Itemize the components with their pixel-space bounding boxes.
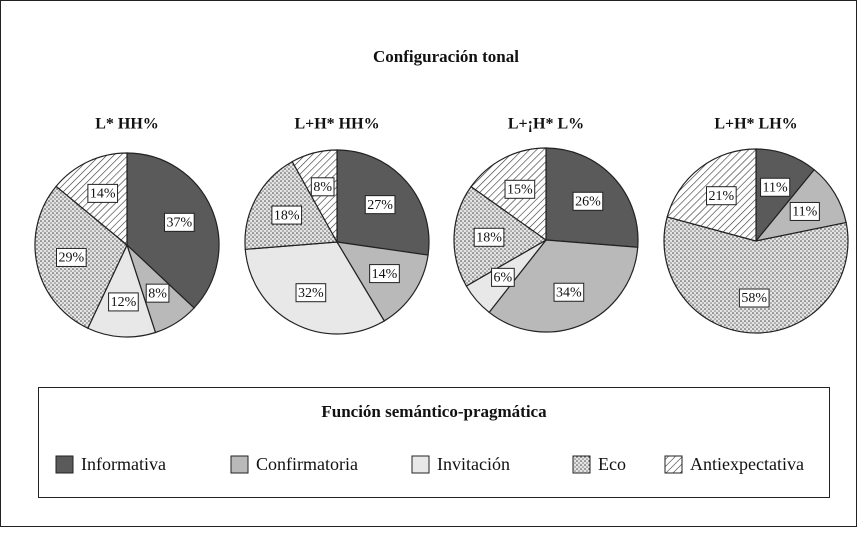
- pie-slice: [663, 216, 849, 334]
- data-label: 32%: [298, 286, 324, 301]
- data-label: 34%: [556, 285, 582, 300]
- data-label: 15%: [507, 183, 533, 198]
- label-box: [789, 201, 820, 221]
- label-box: [108, 292, 139, 312]
- label-box: [738, 288, 770, 308]
- pie-title: L+H* HH%: [294, 116, 379, 133]
- legend-swatch: [411, 455, 430, 474]
- data-label: 11%: [763, 180, 788, 195]
- data-label: 8%: [313, 180, 332, 195]
- pie-title: L* HH%: [95, 116, 159, 133]
- label-box: [164, 212, 195, 232]
- data-label: 11%: [792, 205, 817, 220]
- legend-label: Antiexpectativa: [690, 454, 804, 474]
- data-label: 18%: [476, 231, 502, 246]
- pie-title: L+¡H* L%: [508, 116, 584, 133]
- label-box: [491, 267, 515, 287]
- label-box: [473, 227, 505, 247]
- pie-slice: [87, 243, 157, 338]
- figure-title: Configuración tonal: [373, 47, 519, 66]
- data-label: 14%: [372, 267, 398, 282]
- label-box: [705, 186, 737, 206]
- pie-slice: [244, 160, 338, 250]
- label-box: [145, 283, 170, 303]
- legend-label: Eco: [598, 454, 626, 474]
- legend-swatch: [230, 455, 249, 474]
- data-label: 37%: [167, 216, 193, 231]
- legend-box: [38, 387, 830, 498]
- data-label: 27%: [367, 198, 393, 213]
- label-box: [504, 179, 536, 199]
- data-label: 21%: [708, 189, 734, 204]
- label-box: [364, 195, 396, 215]
- data-label: 12%: [111, 295, 137, 310]
- label-box: [295, 283, 327, 303]
- data-label: 26%: [575, 195, 601, 210]
- data-label: 14%: [90, 187, 116, 202]
- label-box: [369, 264, 400, 284]
- label-box: [310, 177, 335, 197]
- data-label: 18%: [274, 208, 300, 223]
- legend-swatch: [55, 455, 74, 474]
- legend-label: Confirmatoria: [256, 454, 358, 474]
- frame: [0, 0, 857, 527]
- legend-title: Función semántico-pragmática: [321, 402, 547, 421]
- label-box: [572, 191, 604, 211]
- pie-title: L+H* LH%: [714, 116, 797, 133]
- legend-label: Informativa: [81, 454, 166, 474]
- label-box: [760, 177, 791, 197]
- label-box: [55, 247, 87, 267]
- label-box: [271, 205, 303, 225]
- data-label: 29%: [58, 251, 84, 266]
- data-label: 58%: [741, 291, 767, 306]
- label-box: [87, 183, 119, 203]
- data-label: 8%: [148, 286, 167, 301]
- legend-swatch: [664, 455, 683, 474]
- label-box: [553, 282, 585, 302]
- legend-swatch: [572, 455, 591, 474]
- legend-label: Invitación: [437, 454, 510, 474]
- data-label: 6%: [494, 271, 513, 286]
